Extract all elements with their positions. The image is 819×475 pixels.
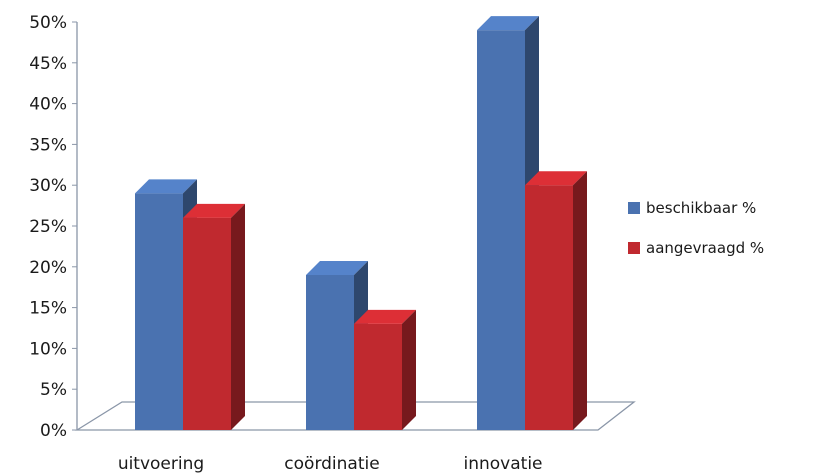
y-tick-label: 25% bbox=[29, 217, 67, 237]
legend-swatch bbox=[628, 202, 640, 214]
y-tick-label: 35% bbox=[29, 135, 67, 155]
bar-side-face bbox=[573, 171, 587, 430]
x-tick-label: coördinatie bbox=[284, 454, 379, 474]
bar-front-face bbox=[525, 185, 573, 430]
legend-label: aangevraagd % bbox=[646, 239, 764, 257]
bar-uitvoering-1 bbox=[183, 203, 245, 430]
x-tick-label: uitvoering bbox=[118, 454, 204, 474]
bar-innovatie-1 bbox=[525, 171, 587, 430]
bar-side-face bbox=[231, 203, 245, 430]
y-tick-label: 30% bbox=[29, 176, 67, 196]
bar-front-face bbox=[354, 323, 402, 430]
bar-top-face bbox=[477, 16, 539, 31]
x-tick-label: innovatie bbox=[464, 454, 543, 474]
y-tick-label: 15% bbox=[29, 299, 67, 319]
legend-swatch bbox=[628, 242, 640, 254]
bar-front-face bbox=[135, 193, 183, 430]
bar-top-face bbox=[135, 179, 197, 194]
bar-front-face bbox=[183, 217, 231, 430]
bar-front-face bbox=[306, 274, 354, 430]
y-tick-label: 20% bbox=[29, 258, 67, 278]
y-tick-label: 0% bbox=[40, 421, 67, 441]
y-tick-label: 10% bbox=[29, 339, 67, 359]
bar-coördinatie-1 bbox=[354, 309, 416, 430]
y-tick-label: 40% bbox=[29, 95, 67, 115]
bar-top-face bbox=[183, 203, 245, 218]
bar-top-face bbox=[525, 171, 587, 186]
y-tick-label: 5% bbox=[40, 380, 67, 400]
bar-top-face bbox=[306, 260, 368, 275]
bar-front-face bbox=[477, 30, 525, 430]
bar-side-face bbox=[402, 309, 416, 430]
y-tick-label: 45% bbox=[29, 54, 67, 74]
y-tick-label: 50% bbox=[29, 13, 67, 33]
bar-top-face bbox=[354, 309, 416, 324]
legend-label: beschikbaar % bbox=[646, 199, 756, 217]
